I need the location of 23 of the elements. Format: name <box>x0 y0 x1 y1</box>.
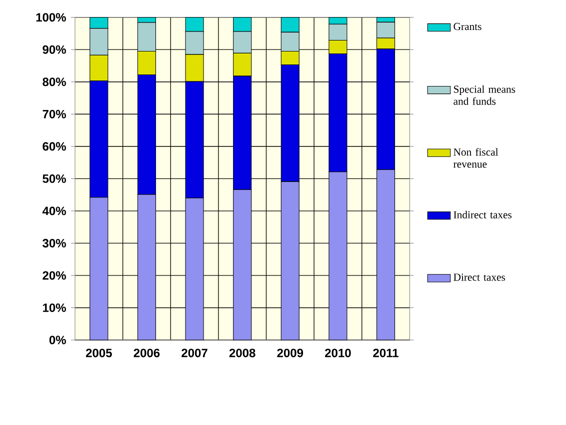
x-tick-label: 2009 <box>277 348 304 358</box>
x-tick-label: 2006 <box>134 348 160 358</box>
y-tick-label: 0% <box>49 336 66 344</box>
y-tick-label: 40% <box>42 206 66 216</box>
x-tick-label: 2008 <box>229 348 256 358</box>
x-tick-label: 2010 <box>325 348 351 358</box>
x-tick-label: 2007 <box>182 348 208 358</box>
y-tick-label: 10% <box>43 303 66 312</box>
y-tick-label: 50% <box>42 174 66 183</box>
legend-label: Grants <box>454 22 482 30</box>
y-tick-label: 90% <box>42 45 66 54</box>
x-tick-label: 2005 <box>86 348 112 358</box>
x-tick-label: 2011 <box>373 348 398 358</box>
y-tick-label: 100% <box>36 13 66 22</box>
y-tick-label: 60% <box>42 142 66 151</box>
y-tick-label: 80% <box>42 78 66 86</box>
legend-label: Indirect taxes <box>454 210 512 218</box>
legend-label: Non fiscal revenue <box>453 148 498 168</box>
y-tick-label: 30% <box>42 238 66 248</box>
legend-label: Special means and funds <box>454 85 516 105</box>
y-tick-label: 20% <box>42 271 66 280</box>
legend-label: Direct taxes <box>454 274 506 281</box>
y-tick-label: 70% <box>42 110 66 118</box>
